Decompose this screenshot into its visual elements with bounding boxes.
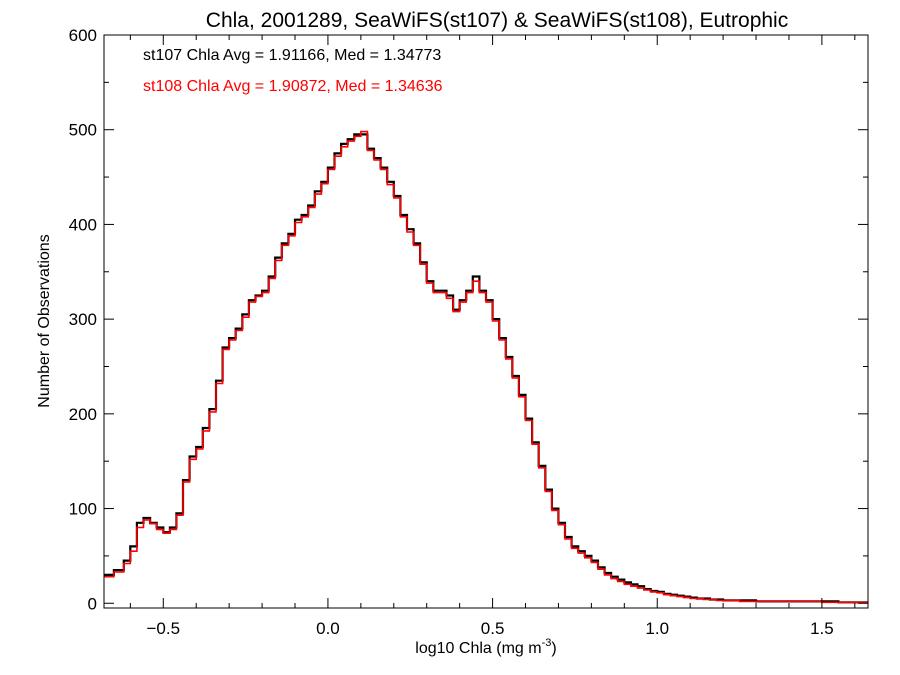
y-axis-label: Number of Observations — [36, 234, 53, 407]
x-tick-label: 1.5 — [810, 619, 834, 638]
series-line-1 — [104, 130, 868, 604]
y-tick-label: 200 — [69, 405, 97, 424]
y-tick-label: 300 — [69, 310, 97, 329]
y-tick-label: 0 — [88, 594, 97, 613]
y-tick-label: 600 — [69, 26, 97, 45]
chart-title: Chla, 2001289, SeaWiFS(st107) & SeaWiFS(… — [206, 9, 788, 32]
plot-frame — [103, 34, 869, 609]
y-tick-label: 500 — [69, 121, 97, 140]
y-tick-label: 400 — [69, 215, 97, 234]
y-tick-label: 100 — [69, 500, 97, 519]
x-axis-label-base: log10 Chla (mg m — [415, 640, 541, 657]
x-axis-ticks: −0.5 0.0 0.5 1.0 1.5 — [129, 35, 856, 638]
y-axis-ticks: 0 100 200 300 400 500 600 — [69, 26, 868, 613]
x-axis-label-close: ) — [551, 640, 556, 657]
x-axis-label: log10 Chla (mg m-3) — [415, 637, 556, 657]
annotation-st107: st107 Chla Avg = 1.91166, Med = 1.34773 — [143, 47, 441, 64]
x-tick-label: 0.0 — [316, 619, 340, 638]
x-tick-label: 0.5 — [481, 619, 505, 638]
annotation-st108: st108 Chla Avg = 1.90872, Med = 1.34636 — [143, 78, 443, 95]
x-tick-label: 1.0 — [645, 619, 669, 638]
x-tick-label: −0.5 — [146, 619, 180, 638]
x-axis-label-superscript: -3 — [542, 637, 552, 649]
plot-lines — [104, 130, 868, 604]
series-line-0 — [104, 133, 868, 604]
